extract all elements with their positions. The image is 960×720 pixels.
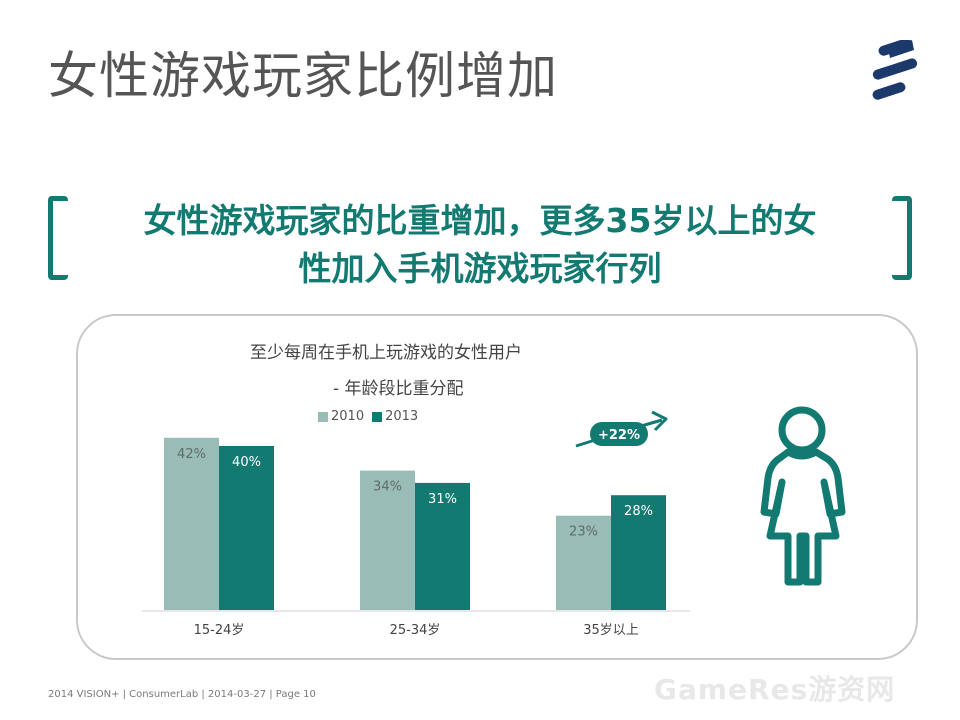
category-label-1: 25-34岁 <box>390 623 441 638</box>
watermark: GameRes游资网 <box>654 673 896 706</box>
chart-legend: 2010 2013 <box>318 409 418 424</box>
ericsson-logo-icon <box>872 40 918 100</box>
page-title: 女性游戏玩家比例增加 <box>48 47 558 105</box>
chart-panel <box>76 314 918 660</box>
bar-2010-1 <box>360 470 415 610</box>
bar-2013-2 <box>611 495 666 610</box>
legend-item-2013: 2013 <box>372 409 418 424</box>
legend-label-2013: 2013 <box>385 409 419 424</box>
headline-line-1: 女性游戏玩家的比重增加，更多35岁以上的女 <box>143 201 817 240</box>
legend-label-2010: 2010 <box>331 409 365 424</box>
bar-2013-1 <box>415 482 470 610</box>
right-bracket <box>892 196 912 280</box>
female-person-icon <box>760 406 846 586</box>
footer-text: 2014 VISION+ | ConsumerLab | 2014-03-27 … <box>48 689 316 700</box>
category-label-0: 15-24岁 <box>194 623 245 638</box>
legend-swatch-2013 <box>372 411 383 422</box>
left-bracket <box>48 196 68 280</box>
annotation-badge <box>590 422 648 446</box>
legend-swatch-2010 <box>318 411 328 422</box>
legend-item-2010: 2010 <box>318 409 364 424</box>
data-label-2010-1: 34% <box>373 480 402 495</box>
annotation-text: +22% <box>598 428 640 443</box>
data-label-2013-2: 28% <box>624 504 653 519</box>
chart-subtitle: - 年龄段比重分配 <box>333 379 464 399</box>
data-label-2013-1: 31% <box>428 492 457 507</box>
headline-line-2: 性加入手机游戏玩家行列 <box>298 249 662 288</box>
data-label-2010-0: 42% <box>177 447 206 462</box>
data-label-2010-2: 23% <box>569 525 598 540</box>
headline: 女性游戏玩家的比重增加，更多35岁以上的女 性加入手机游戏玩家行列 <box>90 197 870 293</box>
bar-2010-2 <box>556 515 611 610</box>
chart-title: 至少每周在手机上玩游戏的女性用户 <box>250 343 522 363</box>
category-label-2: 35岁以上 <box>583 623 639 638</box>
bar-2010-0 <box>164 437 219 610</box>
trend-arrow-head <box>651 410 668 432</box>
bar-2013-0 <box>219 446 274 610</box>
data-label-2013-0: 40% <box>232 455 261 470</box>
